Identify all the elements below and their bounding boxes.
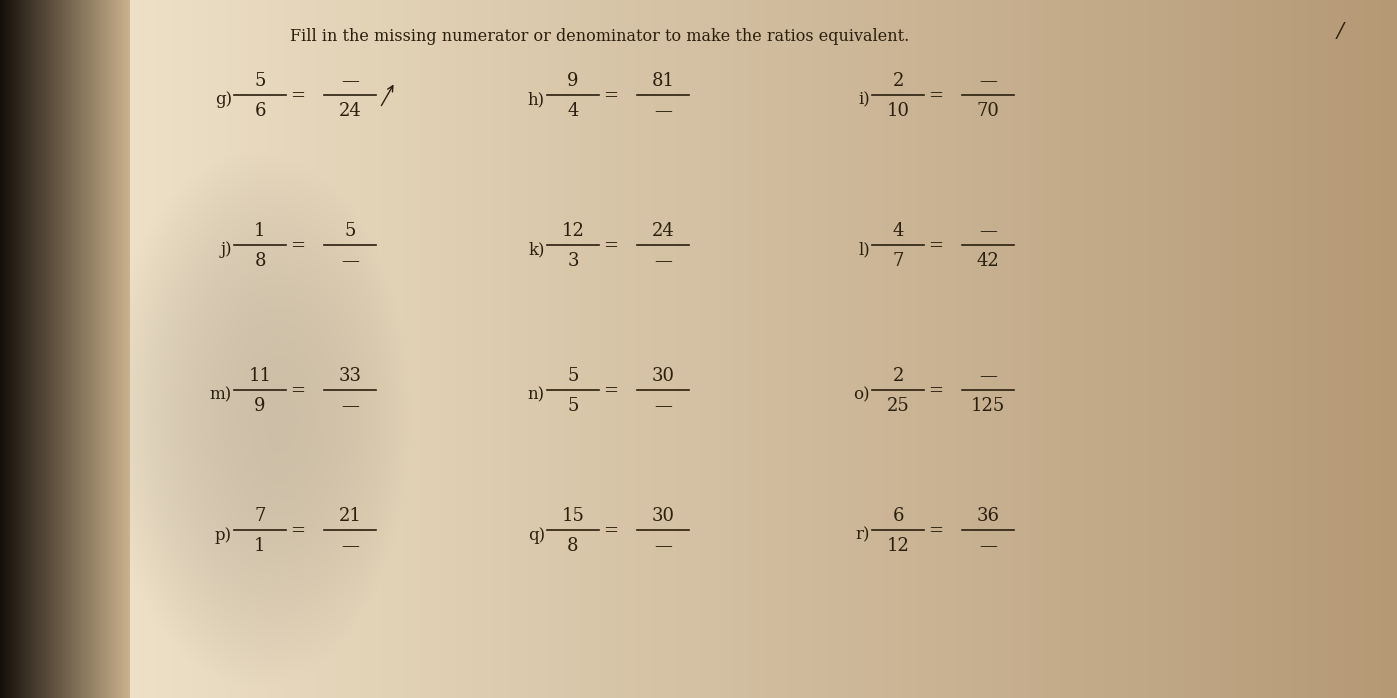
Text: =: = bbox=[604, 382, 619, 400]
Text: =: = bbox=[604, 237, 619, 255]
Text: 9: 9 bbox=[254, 397, 265, 415]
Text: 81: 81 bbox=[651, 72, 675, 90]
Text: —: — bbox=[979, 537, 997, 555]
Text: i): i) bbox=[858, 91, 870, 108]
Text: m): m) bbox=[210, 387, 232, 403]
Text: l): l) bbox=[858, 242, 870, 258]
Text: 42: 42 bbox=[977, 252, 999, 270]
Text: p): p) bbox=[215, 526, 232, 544]
Text: 12: 12 bbox=[887, 537, 909, 555]
Text: =: = bbox=[291, 237, 306, 255]
Text: —: — bbox=[654, 102, 672, 120]
Text: —: — bbox=[341, 72, 359, 90]
Text: =: = bbox=[929, 237, 943, 255]
Text: 6: 6 bbox=[254, 102, 265, 120]
Text: 5: 5 bbox=[567, 367, 578, 385]
Text: 3: 3 bbox=[567, 252, 578, 270]
Text: —: — bbox=[654, 537, 672, 555]
Text: —: — bbox=[341, 397, 359, 415]
Text: 6: 6 bbox=[893, 507, 904, 525]
Text: 25: 25 bbox=[887, 397, 909, 415]
Text: g): g) bbox=[215, 91, 232, 108]
Text: 5: 5 bbox=[567, 397, 578, 415]
Text: 9: 9 bbox=[567, 72, 578, 90]
Text: h): h) bbox=[528, 91, 545, 108]
Text: —: — bbox=[654, 397, 672, 415]
Text: 15: 15 bbox=[562, 507, 584, 525]
Text: 24: 24 bbox=[338, 102, 362, 120]
Text: —: — bbox=[979, 367, 997, 385]
Text: 5: 5 bbox=[254, 72, 265, 90]
Text: 10: 10 bbox=[887, 102, 909, 120]
Text: =: = bbox=[604, 522, 619, 540]
Text: 1: 1 bbox=[254, 222, 265, 240]
Text: =: = bbox=[291, 87, 306, 105]
Text: 8: 8 bbox=[254, 252, 265, 270]
Text: 2: 2 bbox=[893, 72, 904, 90]
Text: o): o) bbox=[854, 387, 870, 403]
Text: =: = bbox=[604, 87, 619, 105]
Text: 2: 2 bbox=[893, 367, 904, 385]
Text: —: — bbox=[341, 537, 359, 555]
Text: —: — bbox=[979, 222, 997, 240]
Text: =: = bbox=[291, 382, 306, 400]
Text: k): k) bbox=[528, 242, 545, 258]
Text: 11: 11 bbox=[249, 367, 271, 385]
Text: 36: 36 bbox=[977, 507, 999, 525]
Text: 24: 24 bbox=[651, 222, 675, 240]
Text: 21: 21 bbox=[338, 507, 362, 525]
Text: 4: 4 bbox=[893, 222, 904, 240]
Text: /: / bbox=[1337, 22, 1344, 41]
Text: =: = bbox=[929, 87, 943, 105]
Text: j): j) bbox=[221, 242, 232, 258]
Text: 12: 12 bbox=[562, 222, 584, 240]
Text: 70: 70 bbox=[977, 102, 999, 120]
Text: 33: 33 bbox=[338, 367, 362, 385]
Text: r): r) bbox=[855, 526, 870, 544]
Text: =: = bbox=[291, 522, 306, 540]
Text: q): q) bbox=[528, 526, 545, 544]
Text: n): n) bbox=[528, 387, 545, 403]
Text: —: — bbox=[654, 252, 672, 270]
Text: —: — bbox=[979, 72, 997, 90]
Text: 4: 4 bbox=[567, 102, 578, 120]
Text: =: = bbox=[929, 522, 943, 540]
Text: 7: 7 bbox=[893, 252, 904, 270]
Text: 125: 125 bbox=[971, 397, 1004, 415]
Text: 1: 1 bbox=[254, 537, 265, 555]
Text: Fill in the missing numerator or denominator to make the ratios equivalent.: Fill in the missing numerator or denomin… bbox=[291, 28, 909, 45]
Text: 30: 30 bbox=[651, 507, 675, 525]
Text: 5: 5 bbox=[344, 222, 356, 240]
Text: 8: 8 bbox=[567, 537, 578, 555]
Text: 30: 30 bbox=[651, 367, 675, 385]
Text: 7: 7 bbox=[254, 507, 265, 525]
Text: —: — bbox=[341, 252, 359, 270]
Text: =: = bbox=[929, 382, 943, 400]
